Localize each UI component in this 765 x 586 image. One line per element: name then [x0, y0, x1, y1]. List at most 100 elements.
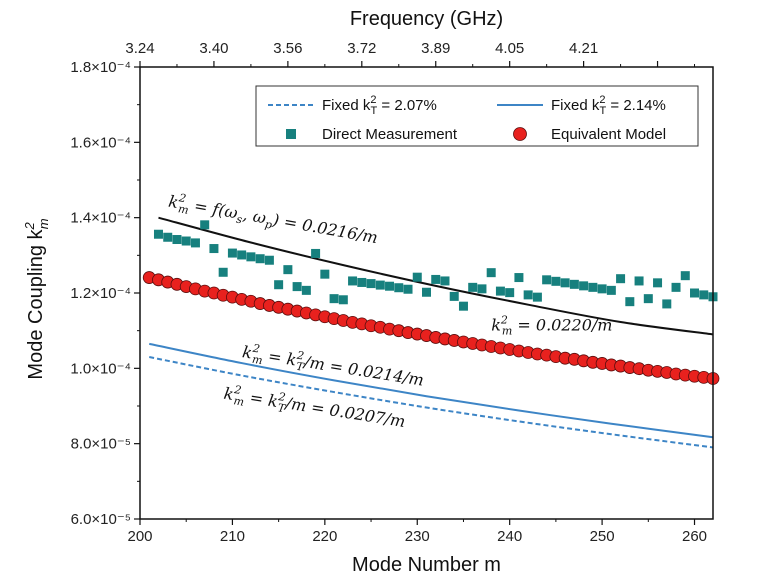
x-tick-label: 260	[682, 528, 707, 545]
data-point-square	[385, 281, 395, 291]
legend-label: Fixed k2 T = 2.14%	[551, 94, 666, 117]
data-point-square	[616, 274, 626, 284]
data-point-square	[597, 284, 607, 294]
data-point-square	[218, 267, 228, 277]
data-point-square	[172, 235, 182, 245]
data-point-square	[634, 276, 644, 286]
legend: Fixed k2 T = 2.07% Fixed k2 T = 2.14% Direct…	[255, 85, 699, 147]
data-point-square	[671, 282, 681, 292]
top-tick-label: 3.89	[421, 40, 450, 57]
data-point-square	[163, 232, 173, 242]
data-point-square	[532, 292, 542, 302]
legend-swatch-square	[286, 129, 296, 139]
data-point-square	[560, 278, 570, 288]
data-point-square	[283, 265, 293, 275]
data-point-square	[662, 299, 672, 309]
data-point-square	[394, 283, 404, 293]
data-point-square	[292, 282, 302, 292]
y-tick-label: 8.0×10⁻⁵	[71, 436, 131, 453]
series-line	[158, 216, 714, 336]
data-point-square	[625, 297, 635, 307]
data-point-square	[514, 273, 524, 283]
y-tick-label: 1.8×10⁻⁴	[70, 59, 131, 76]
data-point-square	[606, 285, 616, 295]
data-point-square	[505, 288, 515, 298]
x-tick-label: 210	[220, 528, 245, 545]
data-point-square	[357, 277, 367, 287]
data-point-square	[366, 279, 376, 289]
data-point-square	[274, 280, 284, 290]
data-point-square	[320, 269, 330, 279]
legend-label: Fixed k2 T = 2.07%	[322, 94, 437, 117]
data-point-square	[523, 290, 533, 300]
top-tick-label: 4.05	[495, 40, 524, 57]
data-point-square	[255, 254, 265, 264]
data-point-square	[403, 284, 413, 294]
x-tick-label: 200	[127, 528, 152, 545]
series-line	[149, 356, 714, 449]
data-point-square	[440, 276, 450, 286]
legend-label: Equivalent Model	[551, 126, 666, 143]
data-point-square	[680, 271, 690, 281]
top-axis-title: Frequency (GHz)	[350, 8, 503, 30]
data-point-square	[690, 288, 700, 298]
legend-box	[255, 85, 699, 147]
y-tick-label: 6.0×10⁻⁵	[71, 511, 131, 528]
data-point-square	[181, 236, 191, 246]
data-point-square	[301, 285, 311, 295]
top-tick-label: 3.56	[273, 40, 302, 57]
x-tick-label: 250	[590, 528, 615, 545]
x-tick-label: 240	[497, 528, 522, 545]
data-point-square	[200, 220, 210, 230]
x-axis-title: Mode Number m	[352, 554, 501, 576]
data-point-square	[375, 280, 385, 290]
curve-annotation: k2 m = 0.0220/m	[491, 314, 612, 338]
x-tick-label: 220	[312, 528, 337, 545]
y-axis-title: Mode Coupling k2m	[22, 218, 51, 379]
data-point-square	[486, 268, 496, 278]
y-tick-label: 1.2×10⁻⁴	[70, 285, 131, 302]
data-point-square	[588, 282, 598, 292]
y-tick-label: 1.4×10⁻⁴	[70, 210, 131, 227]
series-f-ws-wp-	[158, 216, 714, 336]
y-tick-label: 1.6×10⁻⁴	[70, 134, 131, 151]
data-point-square	[569, 279, 579, 289]
legend-item: Fixed k2 T = 2.14%	[497, 94, 666, 117]
series-fixed-k-t-2-2-14-	[149, 342, 714, 439]
data-point-square	[246, 252, 256, 262]
data-point-square	[468, 282, 478, 292]
legend-item: Equivalent Model	[513, 126, 666, 143]
data-point-square	[643, 294, 653, 304]
legend-item: Fixed k2 T = 2.07%	[268, 94, 437, 117]
data-point-square	[579, 281, 589, 291]
series-equivalent-model	[142, 271, 720, 385]
legend-swatch-circle	[513, 127, 527, 141]
y-tick-label: 1.0×10⁻⁴	[70, 360, 131, 377]
data-point-square	[338, 295, 348, 305]
data-point-square	[209, 244, 219, 254]
legend-label: Direct Measurement	[322, 126, 458, 143]
top-tick-label: 4.21	[569, 40, 598, 57]
x-tick-label: 230	[405, 528, 430, 545]
series-line	[149, 342, 714, 439]
data-point-square	[699, 290, 709, 300]
data-point-square	[348, 276, 358, 286]
data-point-square	[153, 229, 163, 239]
data-point-square	[495, 286, 505, 296]
data-point-square	[477, 284, 487, 294]
data-point-square	[431, 274, 441, 284]
data-point-square	[653, 278, 663, 288]
legend-item: Direct Measurement	[286, 126, 458, 143]
data-point-square	[264, 255, 274, 265]
data-point-square	[311, 248, 321, 258]
series-fixed-k-t-2-2-07-	[149, 356, 714, 449]
data-point-square	[422, 287, 431, 297]
data-point-square	[412, 272, 422, 282]
data-point-square	[329, 294, 339, 304]
data-point-square	[542, 275, 552, 285]
curve-annotation: k2m = k2T/m = 0.0214/m	[241, 340, 426, 392]
data-point-square	[190, 238, 200, 248]
top-tick-label: 3.72	[347, 40, 376, 57]
data-point-square	[551, 276, 561, 286]
